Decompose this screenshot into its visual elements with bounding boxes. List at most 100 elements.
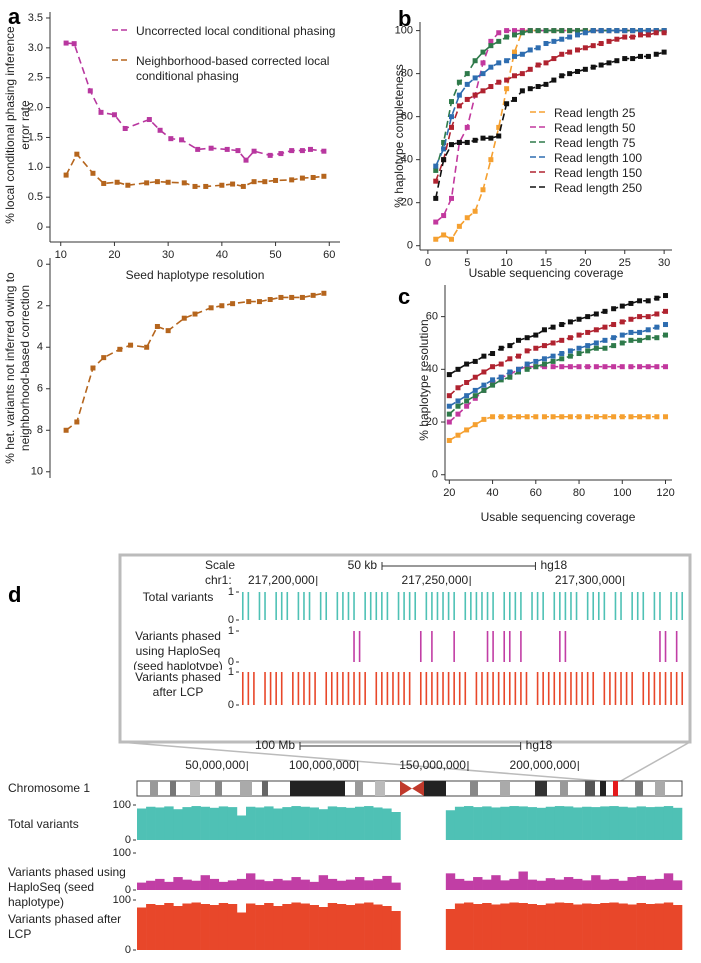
- band: [600, 781, 606, 796]
- band: [355, 781, 363, 796]
- track-bar: [636, 592, 639, 620]
- track-bar: [173, 809, 183, 840]
- data-point: [567, 353, 573, 359]
- data-point: [602, 308, 608, 314]
- y-tick-label: 10: [31, 466, 43, 478]
- data-point: [490, 380, 496, 385]
- data-point: [507, 372, 513, 378]
- data-point: [507, 356, 513, 362]
- band: [655, 781, 665, 796]
- track-bar: [336, 880, 347, 890]
- track-bar: [255, 905, 265, 950]
- data-point: [208, 145, 214, 151]
- track-bar: [491, 807, 501, 840]
- data-point: [567, 335, 573, 341]
- data-point: [527, 66, 533, 72]
- band: [635, 781, 643, 796]
- x-tick-label: 40: [216, 249, 228, 261]
- track-bar: [600, 903, 610, 950]
- data-point: [614, 28, 620, 34]
- data-point: [472, 92, 478, 98]
- track-bar: [155, 905, 165, 950]
- track-bar: [269, 672, 272, 705]
- zoom-connector: [618, 741, 691, 783]
- track-bar: [659, 672, 661, 705]
- data-point: [559, 356, 565, 362]
- data-point: [441, 157, 447, 163]
- track-bar: [464, 592, 467, 620]
- data-point: [321, 173, 327, 179]
- data-point: [181, 315, 187, 321]
- x-tick-label: 200,000,000: [510, 758, 577, 772]
- data-point: [619, 319, 625, 325]
- track-bar: [336, 807, 347, 840]
- y-tick-label: 0: [37, 258, 43, 270]
- track-bar: [645, 807, 656, 840]
- track-bar: [300, 903, 310, 950]
- data-point: [101, 180, 107, 186]
- track-label: Variants phased after LCP: [135, 670, 221, 699]
- track-bar: [447, 592, 450, 620]
- data-point: [611, 364, 617, 370]
- panel-label: a: [8, 4, 21, 29]
- data-point: [576, 351, 582, 357]
- data-point: [278, 294, 284, 300]
- track-bar: [137, 882, 147, 890]
- data-point: [645, 53, 651, 59]
- track-bar: [373, 878, 383, 890]
- track-bar: [600, 806, 610, 840]
- data-point: [165, 179, 171, 185]
- track-bar: [486, 592, 489, 620]
- data-point: [638, 28, 643, 34]
- track-bar: [453, 672, 455, 705]
- data-point: [645, 314, 651, 320]
- data-point: [219, 182, 225, 188]
- track-bar: [182, 879, 192, 890]
- data-point: [541, 364, 547, 370]
- data-point: [455, 403, 461, 409]
- series-line: [448, 310, 666, 397]
- data-point: [74, 151, 80, 157]
- track-bar: [264, 672, 266, 705]
- track-bar: [586, 592, 589, 620]
- track-bar: [436, 672, 439, 705]
- data-point: [192, 183, 198, 189]
- data-point: [654, 311, 660, 317]
- data-point: [567, 34, 573, 40]
- y-tick-label: 100: [113, 847, 131, 859]
- data-point: [582, 66, 588, 72]
- track-bar: [514, 672, 517, 705]
- track-bar: [520, 592, 522, 620]
- data-point: [504, 28, 510, 34]
- track-bar: [563, 877, 574, 890]
- track-bar: [445, 873, 456, 890]
- legend-label: Read length 50: [554, 121, 636, 135]
- track-bar: [592, 672, 595, 705]
- band: [560, 781, 568, 796]
- scale-bar-label: 100 Mb: [255, 738, 295, 752]
- data-point: [512, 96, 517, 102]
- y-tick-label: 100: [113, 894, 131, 906]
- track-bar: [247, 592, 250, 620]
- track-bar: [520, 631, 522, 662]
- data-point: [663, 414, 669, 420]
- track-bar: [464, 806, 474, 840]
- track-bar: [282, 807, 292, 840]
- track-bar: [246, 903, 256, 950]
- x-tick-label: 30: [658, 257, 670, 269]
- track-bar: [391, 911, 401, 950]
- data-point: [645, 32, 651, 38]
- track-bar: [191, 880, 201, 890]
- track-bar: [345, 879, 356, 890]
- data-point: [504, 34, 510, 40]
- data-point: [593, 364, 599, 370]
- data-point: [663, 293, 669, 299]
- track-bar: [473, 904, 483, 950]
- data-point: [559, 337, 565, 343]
- data-point: [464, 81, 470, 87]
- track-bar: [618, 806, 628, 840]
- data-point: [524, 364, 530, 370]
- y-tick-label: 4: [37, 341, 43, 353]
- track-bar: [336, 904, 347, 950]
- track-bar: [442, 672, 444, 705]
